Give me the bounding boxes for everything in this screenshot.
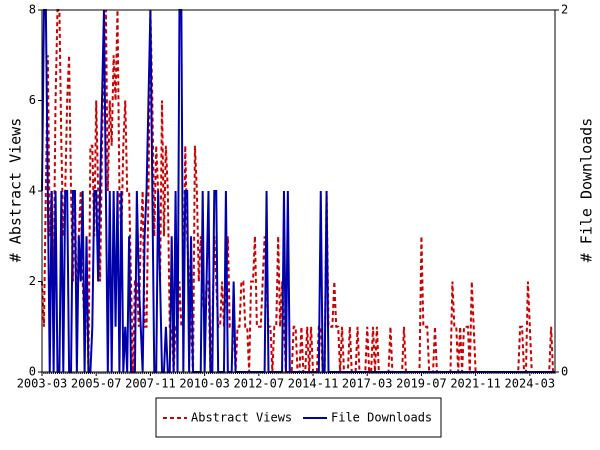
- legend-label: Abstract Views: [191, 411, 292, 425]
- y-tick-label: 0: [29, 365, 36, 379]
- legend-label: File Downloads: [331, 411, 432, 425]
- x-tick-label: 2010-03: [179, 377, 230, 391]
- y2-tick-label: 0: [561, 365, 568, 379]
- x-tick-label: 2024-03: [505, 377, 556, 391]
- plot-frame: [41, 9, 556, 373]
- y2-tick-label: 2: [561, 3, 568, 17]
- y-tick-label: 2: [29, 274, 36, 288]
- x-tick-label: 2019-07: [396, 377, 447, 391]
- legend-box: [155, 397, 442, 438]
- x-tick-label: 2005-07: [71, 377, 122, 391]
- y-tick-label: 4: [29, 184, 36, 198]
- x-tick-label: 2012-07: [234, 377, 285, 391]
- x-tick-label: 2003-03: [17, 377, 68, 391]
- x-tick-label: 2007-11: [125, 377, 176, 391]
- y2-axis-label: # File Downloads: [578, 118, 596, 263]
- y-tick-label: 6: [29, 93, 36, 107]
- x-tick-label: 2017-03: [342, 377, 393, 391]
- y-tick-label: 8: [29, 3, 36, 17]
- y-axis-label: # Abstract Views: [7, 118, 25, 263]
- x-tick-label: 2021-11: [450, 377, 501, 391]
- x-tick-label: 2014-11: [288, 377, 339, 391]
